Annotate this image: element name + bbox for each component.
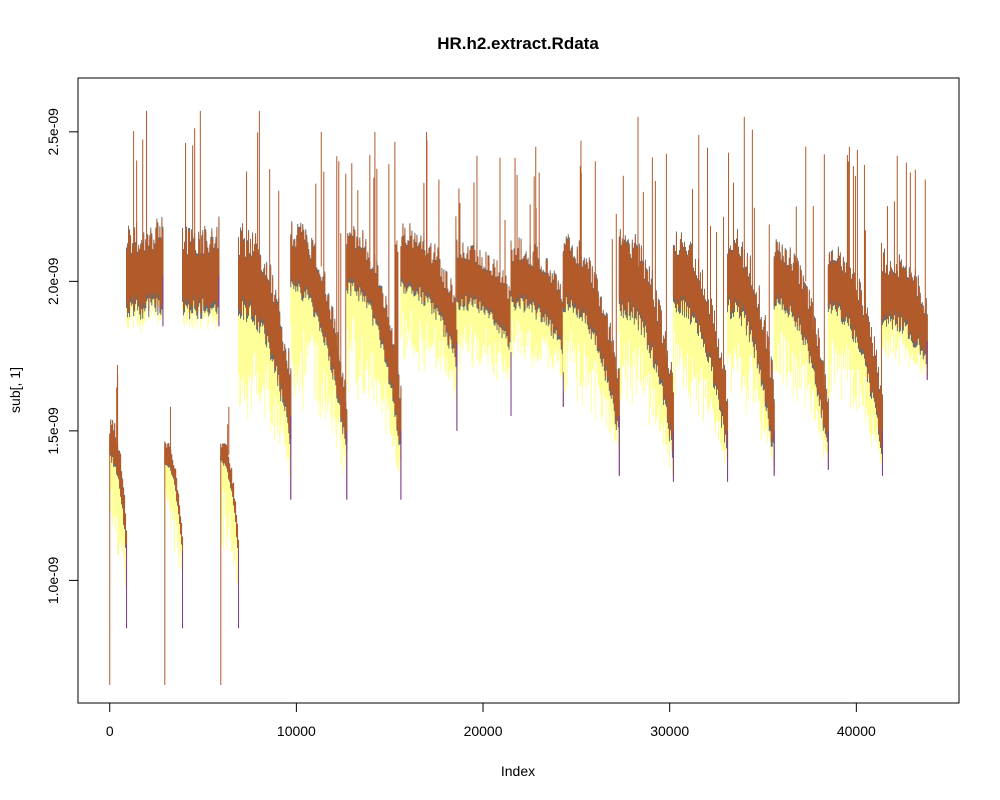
- series-low-band: [672, 295, 729, 477]
- series-spikes: [315, 156, 347, 405]
- series-low-band: [290, 277, 348, 475]
- x-tick-label: 20000: [464, 723, 503, 739]
- y-tick-label: 2.5e-09: [45, 108, 61, 156]
- series-segment-1: [109, 365, 128, 686]
- y-tick-label: 1.0e-09: [45, 556, 61, 604]
- series-spikes: [458, 157, 506, 280]
- series-segment-18: [881, 155, 928, 381]
- series-main-band: [220, 444, 240, 629]
- series-main-band: [290, 223, 348, 500]
- series-main-band: [881, 251, 928, 381]
- series-low-band: [881, 310, 928, 376]
- series-segment-9: [400, 131, 458, 431]
- series-low-band: [456, 291, 512, 382]
- series-spikes: [622, 153, 667, 360]
- series-main-band: [109, 420, 128, 629]
- series-main-band: [182, 219, 220, 327]
- series-segment-12: [562, 140, 620, 476]
- series-segment-11: [510, 146, 564, 407]
- x-axis-label: Index: [501, 763, 535, 779]
- series-segment-3: [164, 406, 184, 686]
- series-spikes: [795, 154, 825, 388]
- x-tick-label: 0: [106, 723, 114, 739]
- x-tick-label: 10000: [277, 723, 316, 739]
- y-axis: 1.0e-09 1.5e-09 2.0e-09 2.5e-09: [45, 108, 79, 604]
- series-main-band: [510, 239, 564, 407]
- series-segment-16: [773, 146, 829, 470]
- series-main-band: [773, 241, 829, 470]
- series-segment-17: [827, 146, 883, 476]
- series-segment-8: [346, 131, 402, 500]
- series-low-band: [827, 299, 883, 465]
- series-main-band: [238, 226, 292, 500]
- series-low-band: [773, 294, 829, 461]
- series-spikes: [846, 149, 882, 381]
- series-spikes: [728, 129, 770, 354]
- series-group: [109, 110, 928, 686]
- series-low-band: [346, 278, 402, 477]
- series-segment-15: [727, 116, 775, 476]
- series-main-band: [456, 241, 512, 416]
- series-main-band: [727, 231, 775, 476]
- series-low-band: [618, 296, 674, 475]
- series-spikes: [185, 128, 196, 240]
- series-low-band: [400, 277, 458, 405]
- x-tick-label: 40000: [837, 723, 876, 739]
- series-spikes: [886, 162, 926, 313]
- y-tick-label: 2.0e-09: [45, 257, 61, 305]
- series-main-band: [672, 234, 729, 482]
- series-main-band: [827, 249, 883, 476]
- series-main-band: [126, 219, 164, 327]
- y-axis-label: sub[, 1]: [7, 367, 23, 413]
- series-segment-7: [290, 131, 348, 500]
- series-main-band: [618, 231, 674, 482]
- series-segment-2: [126, 110, 164, 334]
- y-tick-label: 1.5e-09: [45, 407, 61, 455]
- series-main-band: [346, 228, 402, 500]
- series-spikes: [133, 130, 144, 247]
- series-spikes: [514, 157, 540, 270]
- series-low-band: [562, 292, 620, 450]
- series-low-band: [727, 294, 775, 471]
- series-spikes: [246, 132, 280, 301]
- series-segment-6: [238, 110, 292, 500]
- x-tick-label: 30000: [650, 723, 689, 739]
- x-axis: 0 10000 20000 30000 40000: [106, 702, 876, 739]
- series-spikes: [691, 147, 725, 377]
- series-main-band: [562, 236, 620, 476]
- series-segment-14: [672, 134, 729, 482]
- series-spikes: [351, 142, 399, 373]
- series-low-band: [510, 291, 564, 381]
- series-segment-5: [220, 406, 240, 686]
- series-segment-13: [618, 116, 674, 482]
- series-segment-4: [182, 110, 220, 331]
- chart-title: HR.h2.extract.Rdata: [437, 34, 599, 53]
- series-segment-10: [456, 155, 512, 416]
- series-main-band: [400, 225, 458, 431]
- series-main-band: [164, 442, 184, 629]
- series-low-band: [238, 295, 292, 476]
